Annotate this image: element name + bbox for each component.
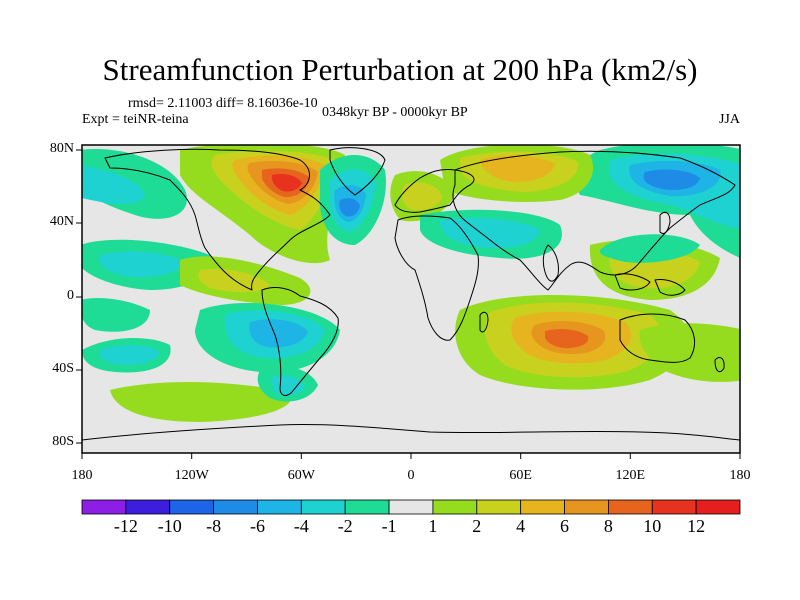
period-label: 0348kyr BP - 0000kyr BP — [322, 105, 468, 120]
colorbar-label: -2 — [337, 516, 353, 536]
contour-north-atlantic-low — [319, 155, 386, 245]
lon-label-120e: 120E — [615, 468, 646, 483]
coastlines — [82, 147, 740, 441]
colorbar-swatch — [608, 499, 653, 515]
colorbar-swatch — [300, 499, 346, 515]
colorbar-label: 2 — [472, 516, 482, 536]
contour-pacific-tropics — [82, 239, 212, 373]
colorbar-swatch — [695, 499, 741, 515]
contour-north-pacific-west — [82, 149, 187, 219]
figure-title: Streamfunction Perturbation at 200 hPa (… — [102, 52, 698, 87]
colorbar-swatch — [651, 499, 697, 515]
lon-label-180w: 180 — [71, 468, 93, 483]
colorbar-swatch — [81, 499, 127, 515]
lat-label-40s: 40S — [52, 361, 74, 376]
lat-label-80s: 80S — [52, 434, 74, 449]
contour-europe-positive — [390, 171, 455, 222]
colorbar-swatch — [476, 499, 522, 515]
colorbar-swatch — [520, 499, 565, 515]
lon-label-0: 0 — [407, 468, 415, 483]
colorbar-label: 8 — [603, 516, 613, 536]
contour-eurasia-high — [440, 145, 594, 202]
stats-line: rmsd= 2.11003 diff= 8.16036e-10 — [128, 96, 318, 111]
lat-label-80n: 80N — [49, 141, 74, 156]
colorbar-label: 1 — [428, 516, 438, 536]
lat-label-40n: 40N — [49, 214, 74, 229]
colorbar-label: -1 — [381, 516, 397, 536]
colorbar-label: -12 — [113, 516, 138, 536]
experiment-label: Expt = teiNR-teina — [82, 112, 189, 127]
colorbar-swatch — [169, 499, 215, 515]
colorbar-swatch — [213, 499, 258, 515]
colorbar — [81, 499, 741, 515]
axis-ticks — [76, 149, 741, 459]
colorbar-label: -10 — [157, 516, 182, 536]
lat-label-0: 0 — [67, 288, 74, 303]
colorbar-label: 4 — [516, 516, 526, 536]
colorbar-swatch — [564, 499, 609, 515]
colorbar-label: -6 — [249, 516, 265, 536]
contour-indian-ocean-high — [455, 295, 689, 390]
contour-north-america-high — [180, 145, 345, 264]
lon-label-120w: 120W — [174, 468, 209, 483]
colorbar-label: -4 — [293, 516, 309, 536]
contour-southern-negative — [257, 234, 700, 402]
colorbar-label: 6 — [560, 516, 570, 536]
contour-north-pacific-east — [576, 145, 740, 258]
colorbar-label: 10 — [643, 516, 662, 536]
colorbar-swatch — [344, 499, 390, 515]
season-label: JJA — [718, 112, 740, 127]
colorbar-label: -8 — [206, 516, 222, 536]
lon-label-60e: 60E — [509, 468, 532, 483]
lon-label-180e: 180 — [729, 468, 751, 483]
contour-southern-positive — [110, 323, 740, 422]
colorbar-label: 12 — [687, 516, 706, 536]
colorbar-swatch — [388, 499, 434, 515]
colorbar-swatch — [257, 499, 302, 515]
lon-label-60w: 60W — [287, 468, 315, 483]
colorbar-swatch — [432, 499, 478, 515]
colorbar-swatch — [125, 499, 171, 515]
